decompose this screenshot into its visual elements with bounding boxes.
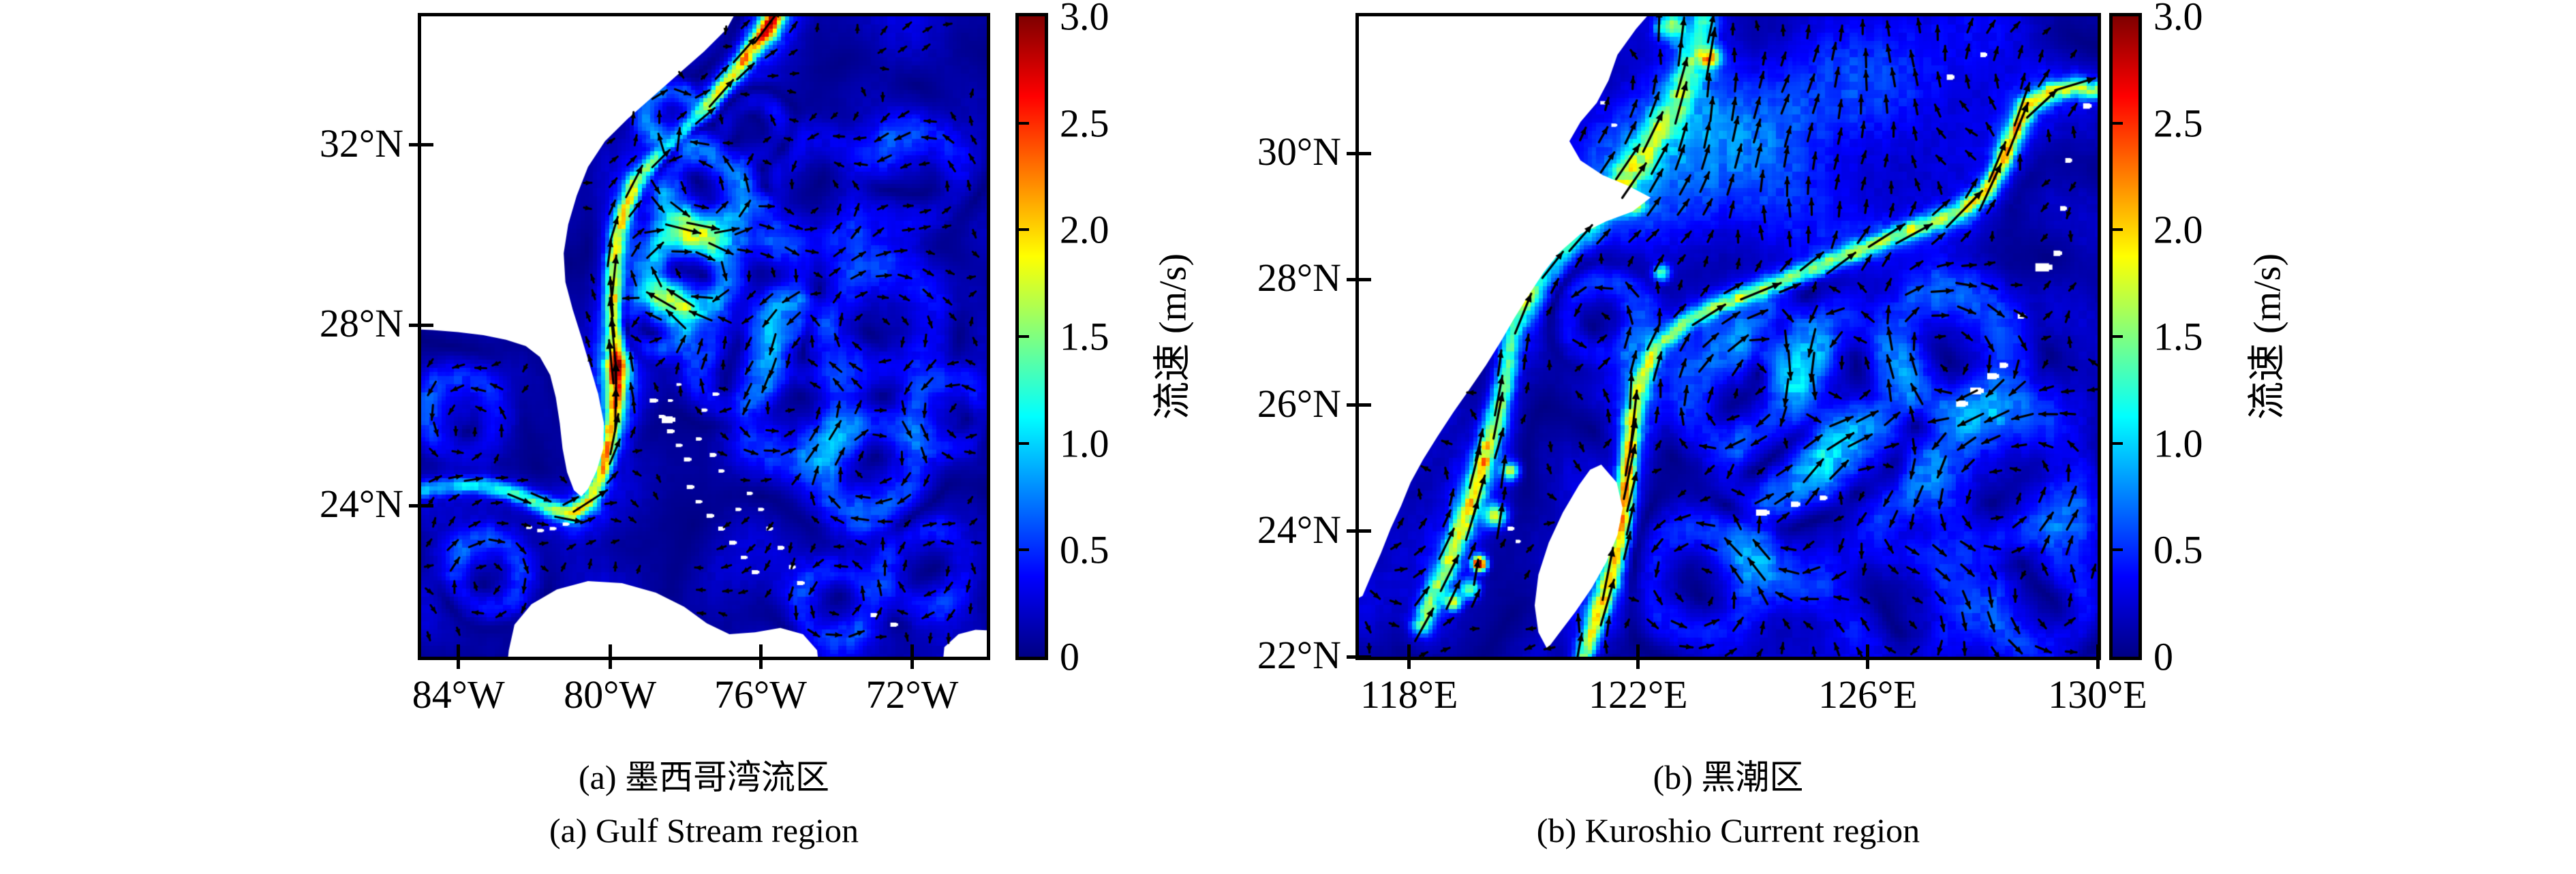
y-tick-label: 30°N	[1257, 129, 1341, 174]
x-tick-label: 76°W	[714, 672, 807, 717]
colorbar-a-tick-mark	[1019, 228, 1029, 232]
y-tick-mark	[409, 323, 433, 327]
colorbar-b-tick-label: 0.5	[2153, 527, 2203, 572]
x-tick-mark	[1407, 644, 1411, 669]
x-tick-mark	[1866, 644, 1870, 669]
kuroshio-velocity-field-map	[1359, 16, 2098, 657]
colorbar-a-tick-label: 1.5	[1060, 314, 1109, 359]
y-tick-mark	[1347, 655, 1371, 659]
colorbar-b-tick-label: 1.5	[2153, 314, 2203, 359]
y-tick-mark	[409, 143, 433, 147]
y-tick-label: 28°N	[319, 301, 403, 346]
colorbar-a-tick-mark	[1019, 441, 1029, 445]
y-tick-mark	[1347, 403, 1371, 407]
y-tick-label: 24°N	[1257, 507, 1341, 552]
colorbar-b-tick-mark	[2113, 121, 2123, 125]
x-tick-label: 126°E	[1818, 672, 1918, 717]
colorbar-b-tick-mark	[2113, 548, 2123, 552]
x-tick-mark	[608, 644, 612, 669]
x-tick-label: 118°E	[1360, 672, 1458, 717]
colorbar-b-tick-label: 2.0	[2153, 207, 2203, 252]
colorbar-b-tick-label: 0	[2153, 634, 2173, 679]
x-tick-label: 84°W	[412, 672, 505, 717]
colorbar-b-tick-mark	[2113, 441, 2123, 445]
colorbar-a-tick-mark	[1019, 548, 1029, 552]
x-tick-mark	[758, 644, 763, 669]
x-tick-label: 130°E	[2048, 672, 2147, 717]
y-tick-mark	[1347, 529, 1371, 533]
colorbar-b-tick-mark	[2113, 335, 2123, 338]
colorbar-b-tick-label: 3.0	[2153, 0, 2203, 39]
colorbar-b-tick-mark	[2113, 228, 2123, 232]
y-tick-mark	[409, 503, 433, 508]
y-tick-label: 22°N	[1257, 633, 1341, 677]
x-tick-mark	[2096, 644, 2100, 669]
colorbar-a-tick-label: 3.0	[1060, 0, 1109, 39]
caption-a-english: (a) Gulf Stream region	[549, 811, 859, 849]
x-tick-label: 80°W	[564, 672, 657, 717]
x-tick-label: 72°W	[865, 672, 959, 717]
colorbar-a-tick-label: 0	[1060, 634, 1079, 679]
colorbar-a-tick-label: 0.5	[1060, 527, 1109, 572]
y-tick-label: 28°N	[1257, 255, 1341, 300]
x-tick-mark	[457, 644, 461, 669]
y-tick-mark	[1347, 277, 1371, 281]
y-tick-label: 26°N	[1257, 381, 1341, 426]
y-tick-label: 24°N	[319, 482, 403, 527]
colorbar-a-tick-label: 2.5	[1060, 101, 1109, 146]
map-panel-kuroshio	[1355, 13, 2101, 660]
colorbar-a-tick-mark	[1019, 335, 1029, 338]
map-panel-gulf-stream	[418, 13, 990, 660]
x-tick-mark	[1636, 644, 1640, 669]
caption-b-chinese: (b) 黑潮区	[1653, 758, 1804, 796]
y-tick-label: 32°N	[319, 121, 403, 166]
colorbar-a-tick-label: 2.0	[1060, 207, 1109, 252]
x-tick-label: 122°E	[1588, 672, 1688, 717]
caption-b-english: (b) Kuroshio Current region	[1536, 811, 1920, 849]
colorbar-a-tick-label: 1.0	[1060, 421, 1109, 466]
colorbar-b-tick-label: 1.0	[2153, 421, 2203, 466]
y-tick-mark	[1347, 151, 1371, 155]
gulf-stream-velocity-field-map	[421, 16, 987, 657]
colorbar-a-tick-mark	[1019, 121, 1029, 125]
colorbar-b-unit-label: 流速 (m/s)	[2246, 253, 2289, 420]
caption-a-chinese: (a) 墨西哥湾流区	[579, 758, 829, 796]
x-tick-mark	[910, 644, 914, 669]
colorbar-b-tick-label: 2.5	[2153, 101, 2203, 146]
